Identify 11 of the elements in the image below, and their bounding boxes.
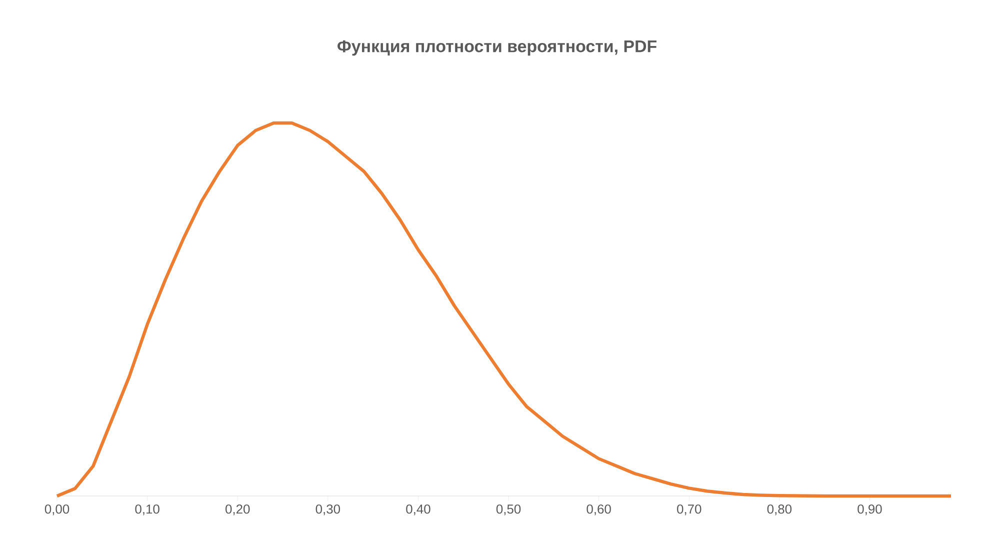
x-tick-label: 0,00 [44,504,70,516]
x-tick-label: 0,80 [767,504,792,516]
x-tick-label: 0,70 [677,504,702,516]
x-tick-label: 0,10 [135,504,160,516]
x-tick-label: 0,20 [226,504,250,516]
chart-title: Функция плотности вероятности, PDF [338,40,656,56]
x-tick-label: 0,90 [858,504,882,516]
x-tick-label: 0,50 [496,504,521,516]
x-tick-label: 0,30 [316,504,340,516]
x-tick-label: 0,40 [406,504,430,516]
x-tick-label: 0,60 [586,504,611,516]
